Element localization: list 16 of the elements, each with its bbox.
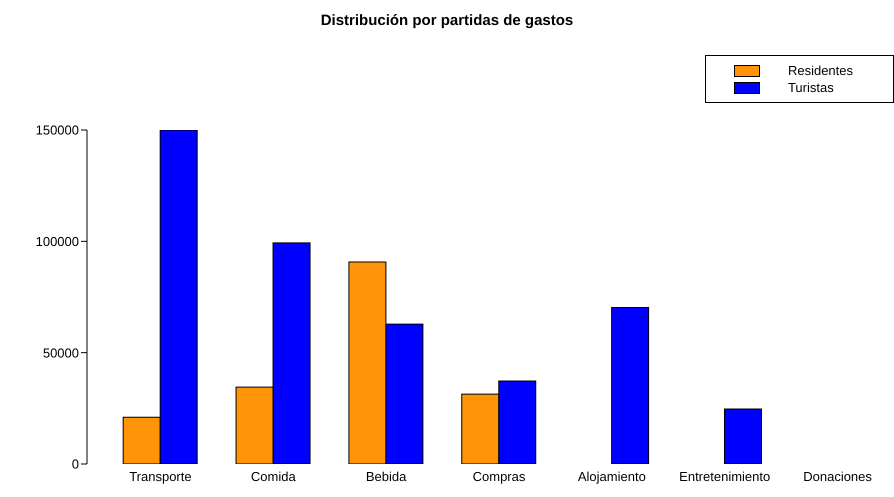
x-tick-label: Compras — [472, 469, 526, 484]
y-tick-label: 0 — [72, 456, 79, 472]
legend-label: Turistas — [788, 80, 834, 95]
bar — [724, 408, 762, 464]
x-tick-label: Entretenimiento — [679, 469, 770, 484]
bar — [611, 306, 650, 464]
x-tick-label: Donaciones — [803, 469, 872, 484]
y-tick-label: 50000 — [42, 345, 79, 360]
x-tick-label: Transporte — [129, 469, 192, 484]
chart-title: Distribución por partidas de gastos — [320, 12, 574, 29]
y-tick-label: 150000 — [36, 122, 79, 138]
legend-label: Residentes — [788, 63, 853, 78]
x-tick-label: Bebida — [366, 469, 408, 484]
y-tick-label: 100000 — [36, 234, 79, 249]
x-tick-label: Alojamiento — [578, 469, 646, 484]
x-tick-label: Comida — [250, 469, 296, 484]
